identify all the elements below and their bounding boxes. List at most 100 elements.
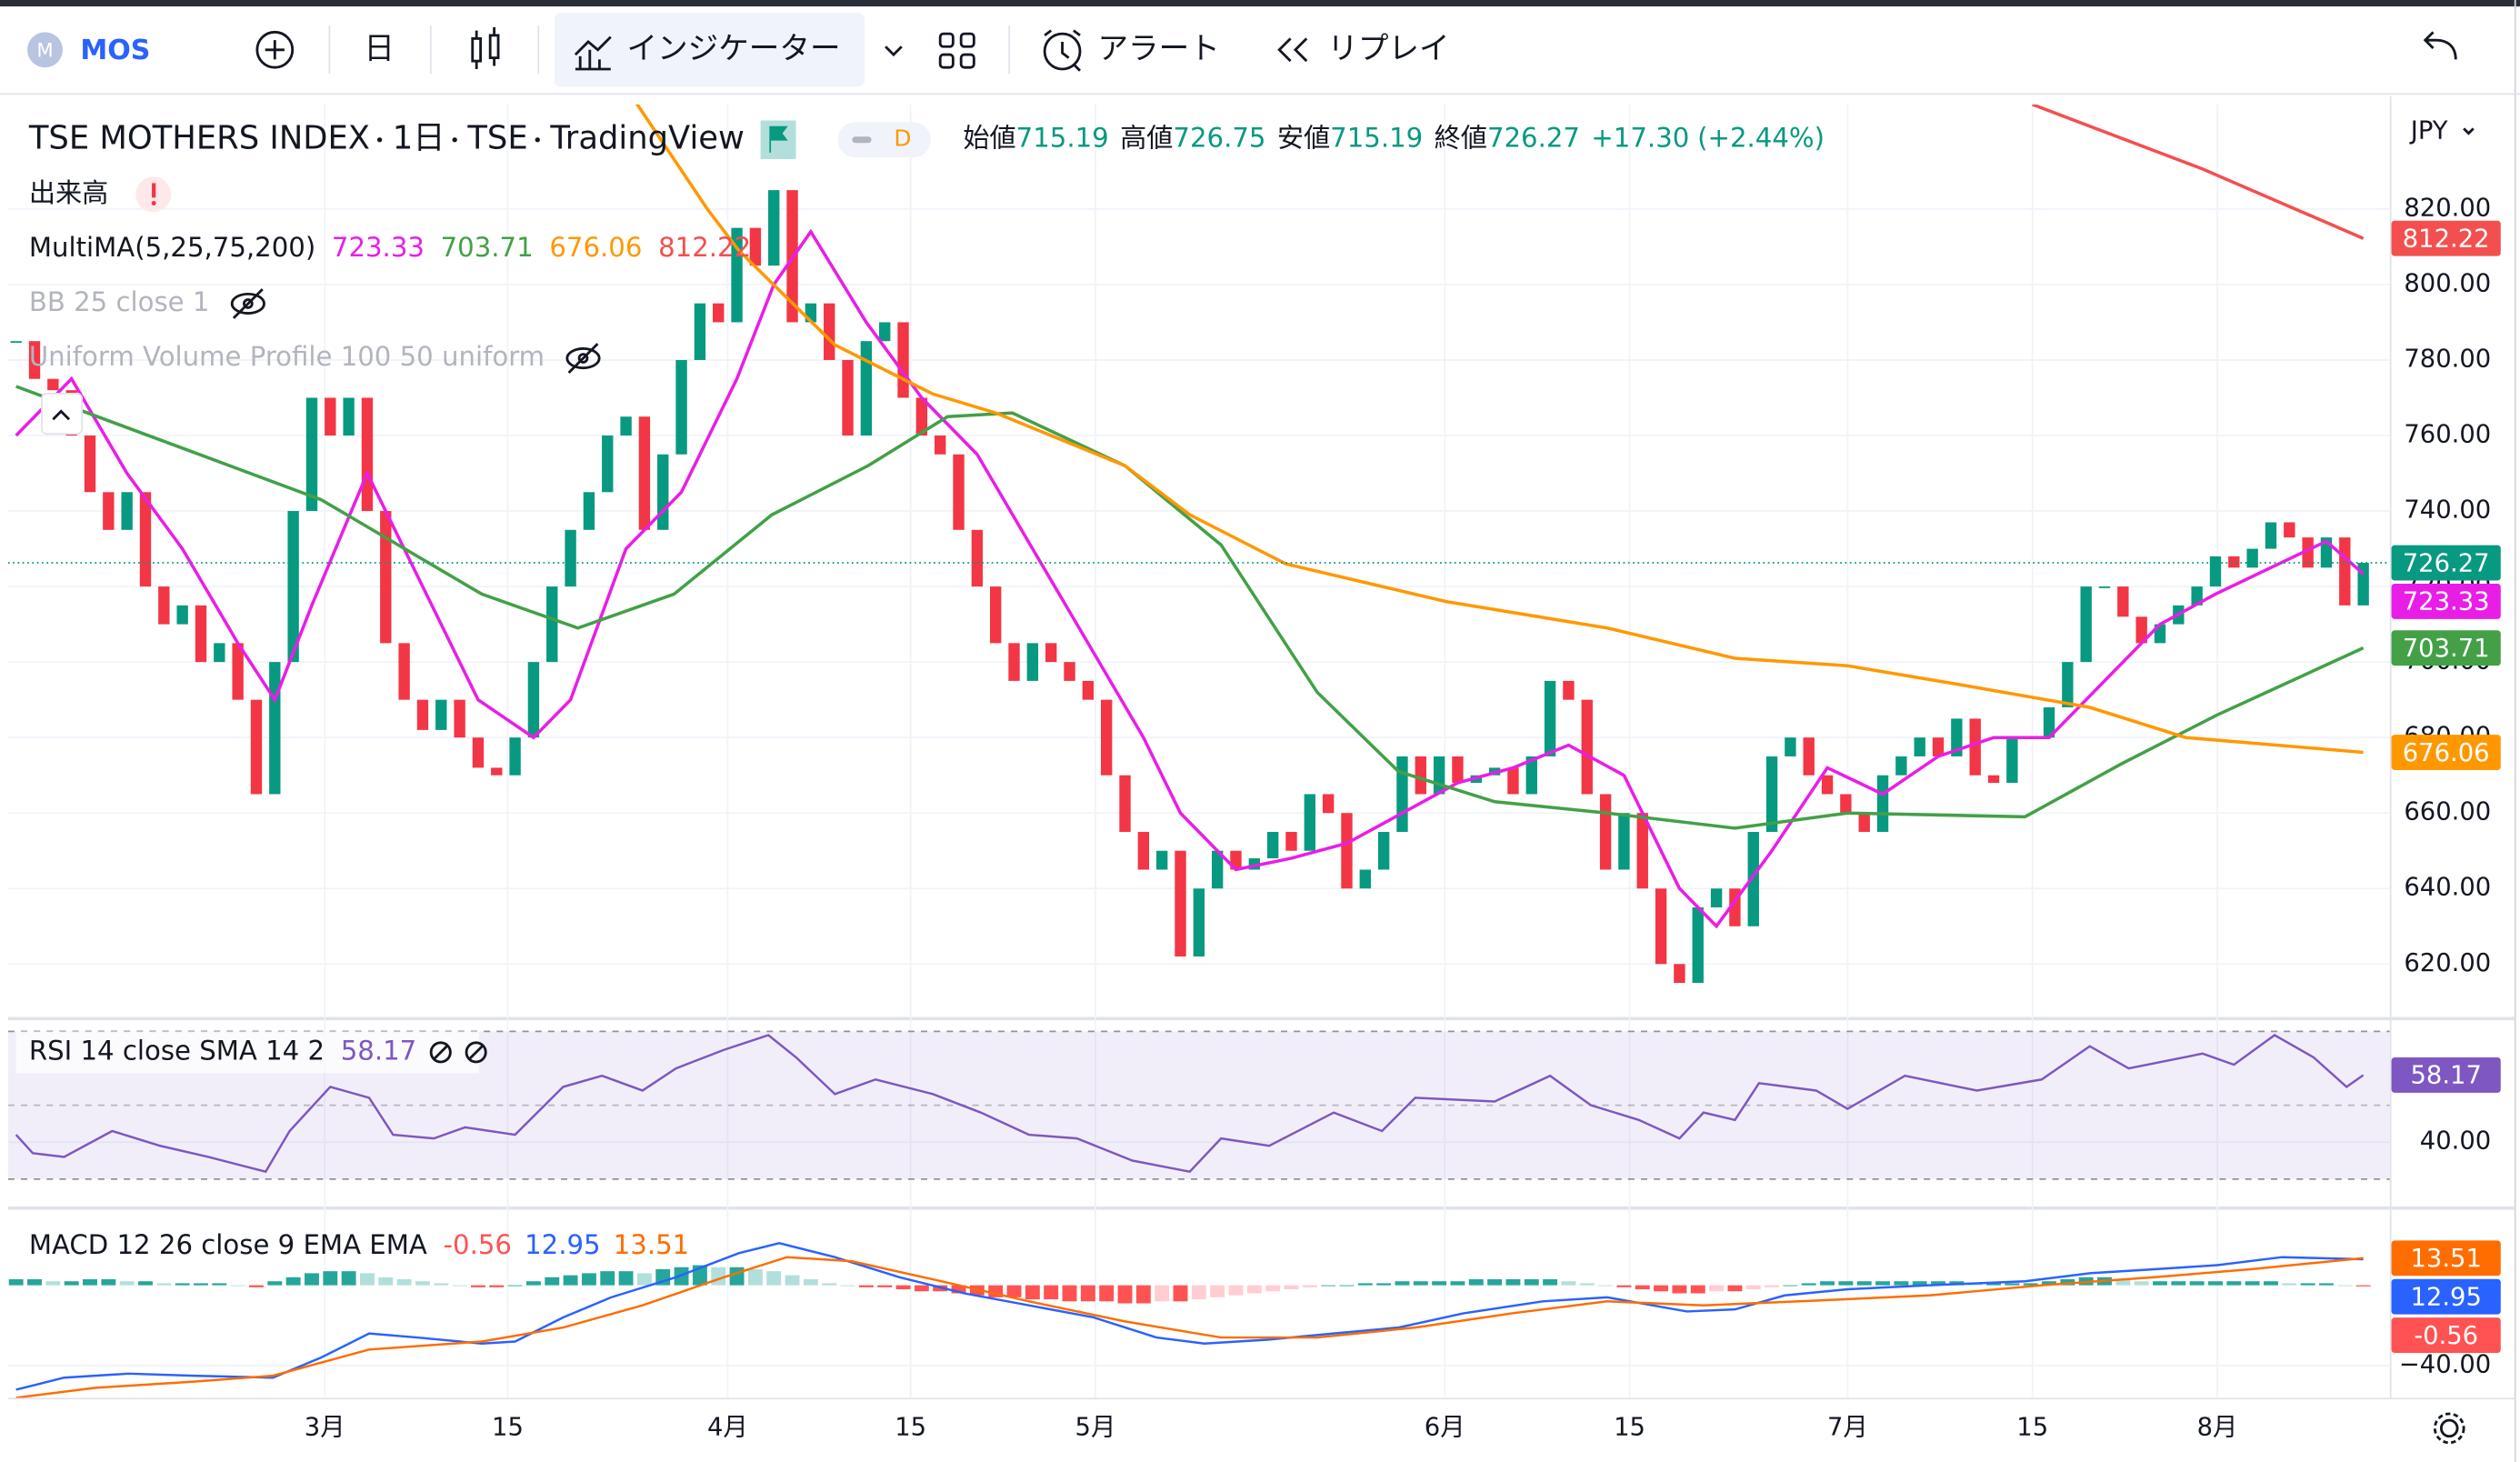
histogram-bar bbox=[914, 1285, 929, 1292]
exchange: TSE bbox=[466, 120, 527, 157]
histogram-bar bbox=[1931, 1281, 1945, 1286]
indicator-line bbox=[15, 1034, 2365, 1174]
histogram-bar bbox=[1284, 1285, 1299, 1290]
symbol[interactable]: MOS bbox=[80, 35, 150, 66]
price-badge-label: 703.71 bbox=[2403, 635, 2490, 663]
y-tick-label: −40.00 bbox=[2399, 1350, 2491, 1378]
histogram-bar bbox=[895, 1285, 911, 1290]
histogram-bar bbox=[119, 1281, 135, 1286]
replay-button[interactable]: リプレイ bbox=[1327, 30, 1449, 65]
candle bbox=[269, 662, 281, 795]
y-tick-label: 640.00 bbox=[2404, 874, 2491, 902]
hidden-toggle[interactable] bbox=[565, 343, 601, 374]
price-badge-label: 13.51 bbox=[2410, 1245, 2481, 1273]
candle bbox=[454, 699, 465, 738]
indicators-button[interactable] bbox=[554, 13, 865, 87]
settings-button[interactable] bbox=[2433, 1412, 2465, 1445]
histogram-bar bbox=[2245, 1281, 2260, 1286]
candle bbox=[2006, 737, 2018, 783]
histogram-bar bbox=[470, 1285, 485, 1287]
volume-label[interactable]: 出来高 bbox=[29, 177, 108, 208]
candle bbox=[546, 586, 558, 663]
candle bbox=[1285, 831, 1297, 851]
indicators-label[interactable]: インジケーター bbox=[626, 30, 840, 65]
candle bbox=[1211, 850, 1224, 889]
candle bbox=[2302, 537, 2314, 568]
candle bbox=[1599, 794, 1612, 870]
candle bbox=[435, 699, 447, 730]
toggle-icon[interactable] bbox=[429, 1041, 452, 1064]
hidden-indicator-label[interactable]: Uniform Volume Profile 100 50 uniform bbox=[29, 341, 545, 372]
candle bbox=[1987, 775, 2000, 783]
currency[interactable]: JPY bbox=[2409, 116, 2448, 145]
legends: TSE MOTHERS INDEX 1日 TSE TradingView D 始値 715.… bbox=[15, 120, 1825, 1260]
candle bbox=[1636, 813, 1648, 889]
histogram-bar bbox=[1654, 1285, 1669, 1292]
histogram-bar bbox=[2282, 1283, 2297, 1286]
histogram-bar bbox=[1265, 1285, 1281, 1292]
candle bbox=[1396, 756, 1408, 832]
candle bbox=[398, 643, 410, 700]
histogram-bar bbox=[1302, 1285, 1317, 1287]
replay-icon[interactable] bbox=[1277, 37, 1308, 63]
candle bbox=[824, 303, 835, 360]
indicator-line bbox=[15, 1242, 2364, 1391]
candle bbox=[103, 492, 115, 530]
price-badge bbox=[2391, 735, 2501, 770]
status-pill[interactable] bbox=[837, 122, 931, 158]
interval-button[interactable]: 日 bbox=[364, 30, 395, 65]
candle bbox=[1618, 813, 1630, 870]
candle bbox=[1785, 737, 1796, 756]
candle bbox=[583, 492, 595, 530]
histogram-bar bbox=[285, 1277, 301, 1286]
rsi-legend-bg bbox=[15, 1031, 479, 1074]
candle bbox=[675, 359, 687, 455]
currency-chevron[interactable] bbox=[2463, 127, 2475, 135]
candle bbox=[28, 341, 41, 379]
candle bbox=[1563, 680, 1575, 700]
candle bbox=[2191, 586, 2203, 606]
indicators-chevron[interactable] bbox=[885, 45, 903, 57]
hidden-toggle[interactable] bbox=[230, 288, 265, 319]
alert-button[interactable]: アラート bbox=[1097, 30, 1219, 65]
price-badge-label: 726.27 bbox=[2403, 549, 2490, 577]
low-value: 715.19 bbox=[1330, 123, 1423, 154]
candle bbox=[768, 190, 780, 266]
histogram-bar bbox=[1173, 1285, 1188, 1302]
histogram-bar bbox=[1228, 1285, 1244, 1296]
histogram-bar bbox=[212, 1283, 227, 1286]
candle bbox=[1765, 756, 1778, 832]
candle bbox=[1322, 794, 1335, 814]
candle bbox=[1840, 794, 1852, 814]
undo-button[interactable] bbox=[2423, 31, 2457, 60]
eye-pupil bbox=[243, 298, 254, 309]
price-badge bbox=[2391, 1278, 2501, 1315]
hidden-indicator-label[interactable]: BB 25 close 1 bbox=[29, 286, 210, 317]
chart-type-button[interactable] bbox=[471, 27, 500, 69]
x-tick-label: 3月 bbox=[305, 1413, 345, 1441]
histogram-bar bbox=[2005, 1283, 2020, 1286]
histogram-bar bbox=[1838, 1281, 1854, 1286]
histogram-bar bbox=[101, 1279, 116, 1286]
histogram-bar bbox=[525, 1281, 541, 1286]
macd-title[interactable]: MACD 12 26 close 9 EMA EMA bbox=[29, 1229, 427, 1260]
toggle-icon[interactable] bbox=[465, 1041, 487, 1064]
indicator-line bbox=[635, 104, 2364, 755]
candle bbox=[158, 586, 170, 625]
add-symbol-button[interactable] bbox=[255, 30, 295, 69]
alert-icon[interactable] bbox=[1043, 29, 1082, 72]
histogram-bar bbox=[8, 1279, 24, 1286]
candle bbox=[1969, 718, 1981, 776]
rsi-title[interactable]: RSI 14 close SMA 14 2 bbox=[29, 1035, 325, 1066]
symbol-logo[interactable] bbox=[27, 32, 63, 68]
candle bbox=[638, 416, 651, 530]
candle bbox=[1507, 767, 1519, 795]
indicator-label[interactable]: MultiMA(5,25,75,200) bbox=[29, 232, 315, 263]
layout-button[interactable] bbox=[938, 32, 975, 69]
indicator-value: 703.71 bbox=[441, 232, 534, 263]
candle bbox=[250, 699, 263, 795]
histogram-bar bbox=[1894, 1281, 1909, 1286]
histogram-bar bbox=[249, 1285, 264, 1287]
histogram-bar bbox=[1598, 1285, 1614, 1287]
histogram-bar bbox=[2134, 1281, 2149, 1286]
